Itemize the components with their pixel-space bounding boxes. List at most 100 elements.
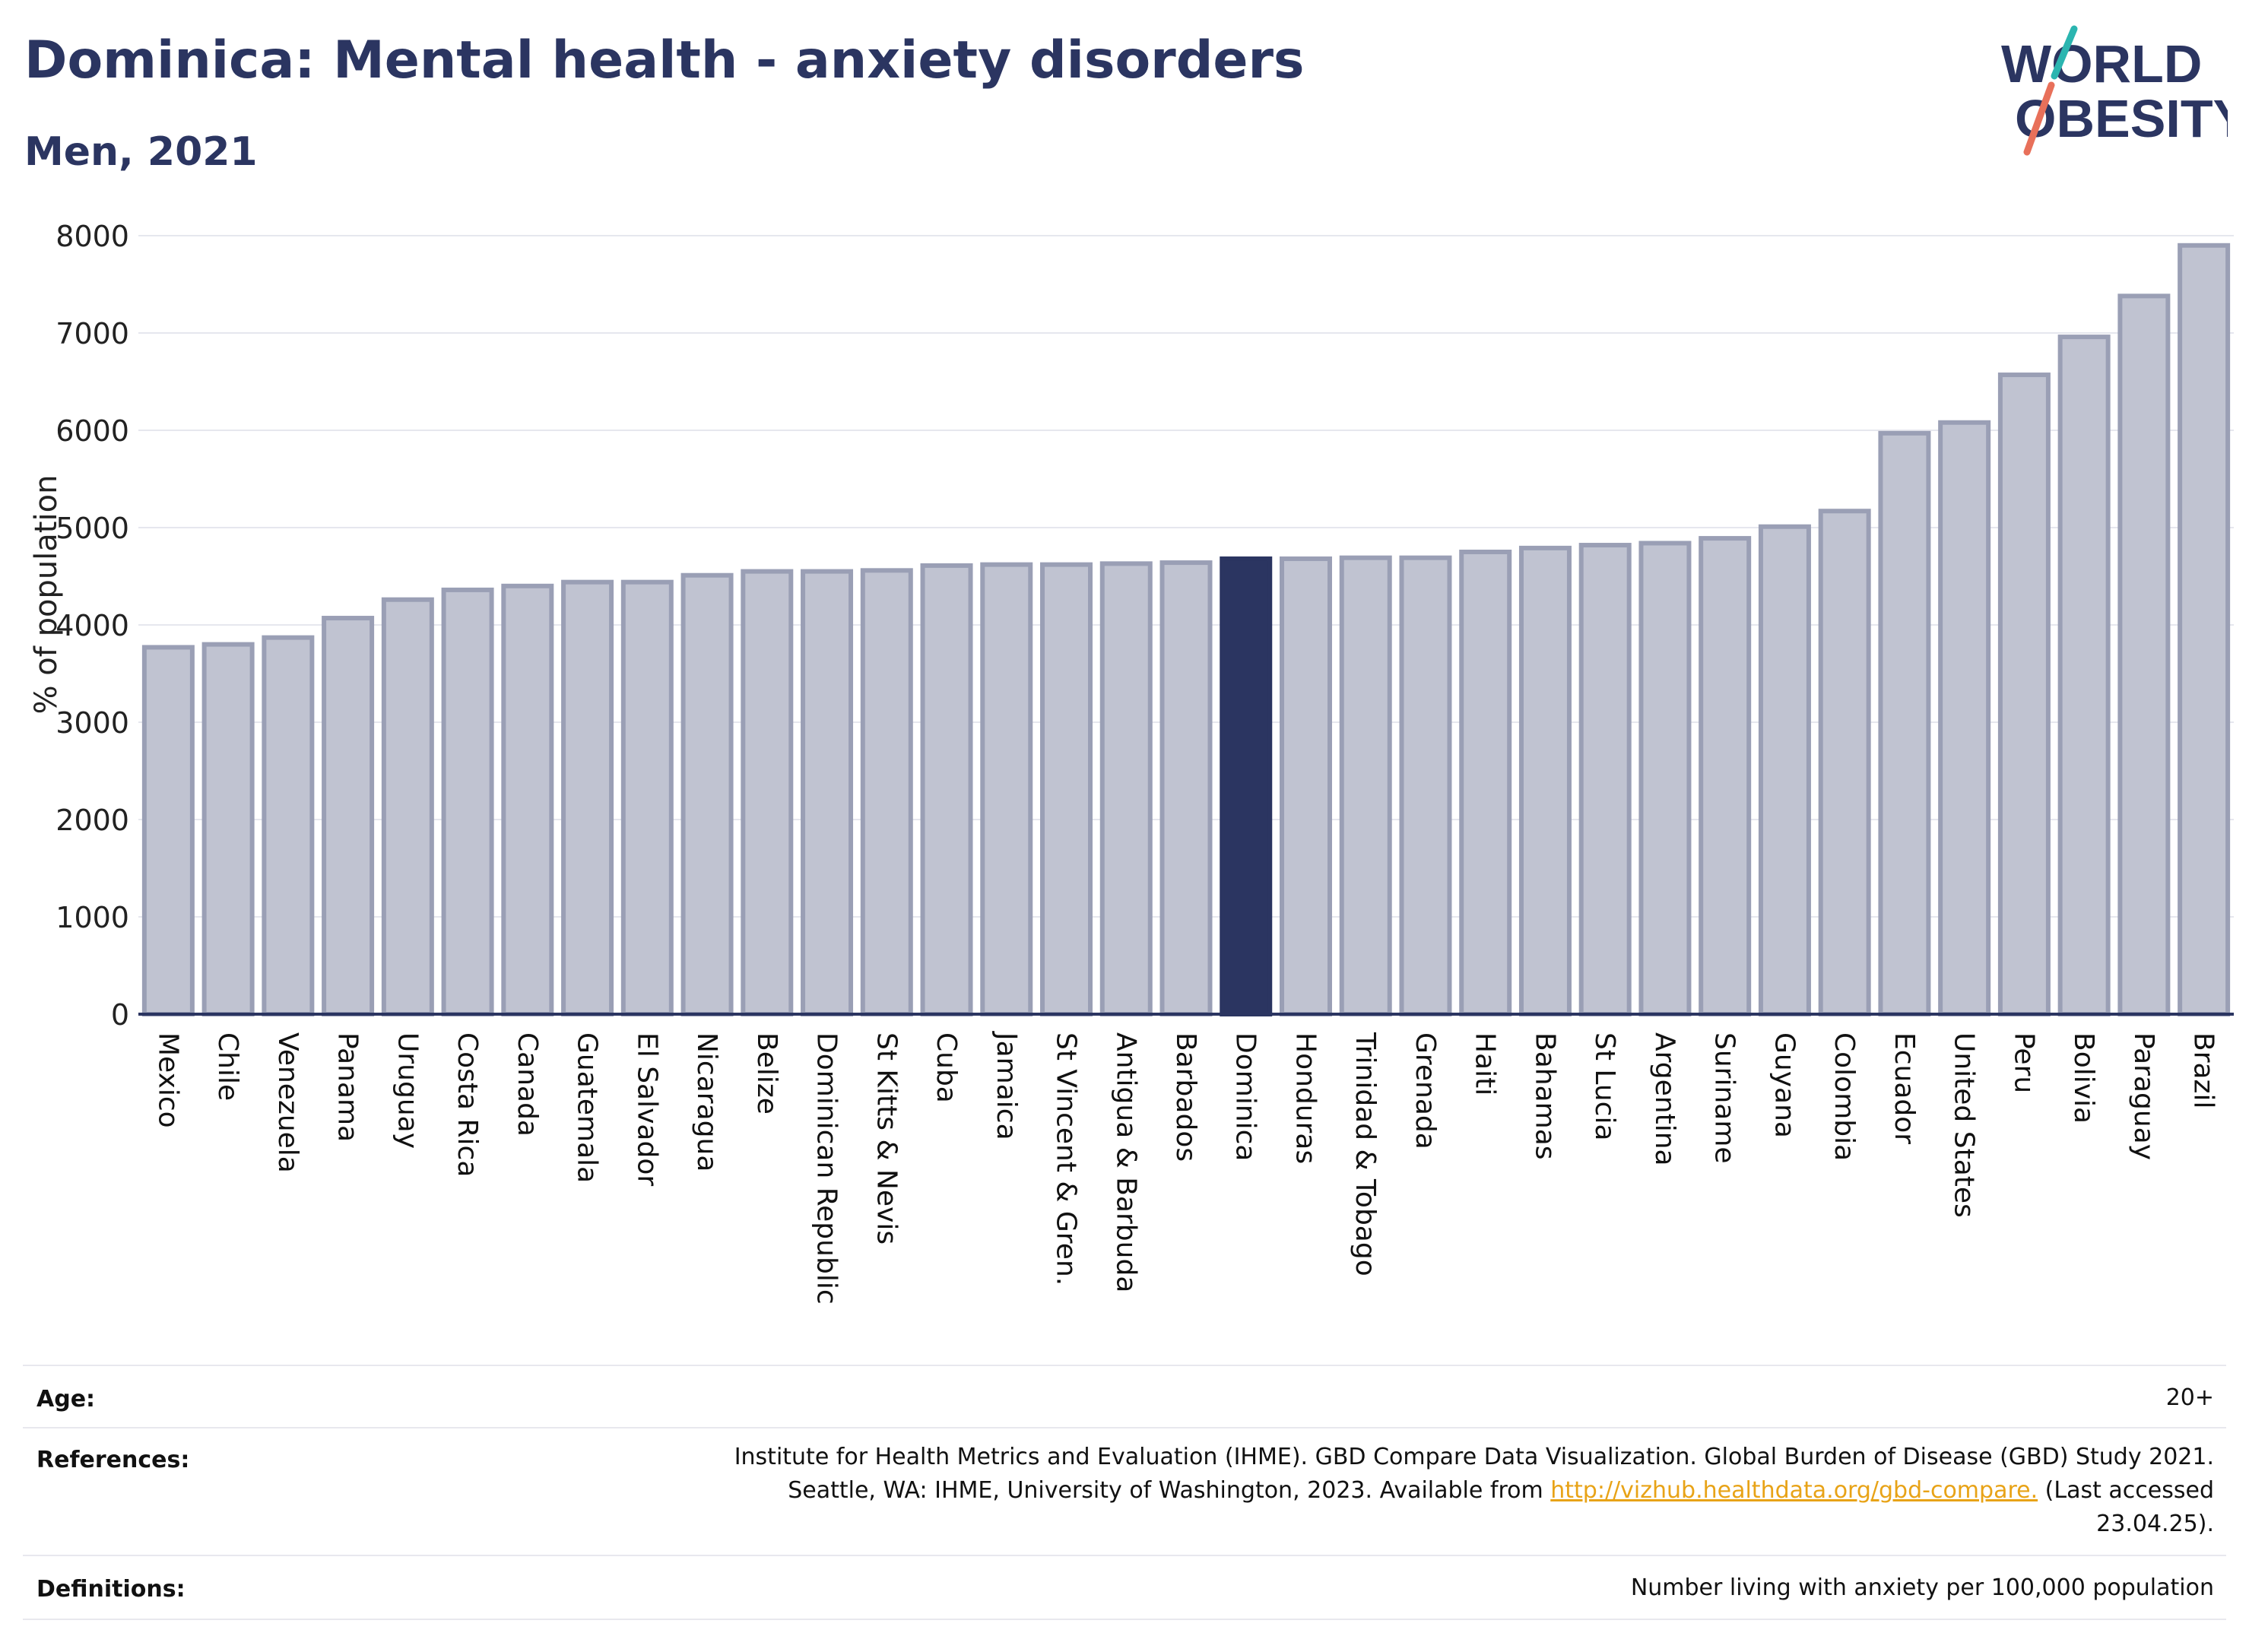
chart-title: Dominica: Mental health - anxiety disord…: [24, 30, 1305, 90]
x-tick-label: Colombia: [1829, 1032, 1860, 1161]
bar-haiti: [1459, 550, 1512, 1016]
references-value: Institute for Health Metrics and Evaluat…: [734, 1441, 2214, 1541]
x-tick-label: El Salvador: [631, 1032, 662, 1186]
x-tick-label: Dominican Republic: [811, 1032, 842, 1305]
bar-antigua-barbuda: [1099, 561, 1153, 1016]
references-link[interactable]: http://vizhub.healthdata.org/gbd-compare…: [1550, 1477, 2038, 1504]
x-tick-label: Venezuela: [272, 1032, 303, 1173]
bar-ecuador: [1878, 430, 1931, 1016]
references-line3: 23.04.25).: [2096, 1511, 2214, 1537]
bar-grenada: [1399, 555, 1452, 1016]
x-tick-label: St Lucia: [1589, 1032, 1620, 1141]
age-label: Age:: [36, 1386, 96, 1413]
x-tick-label: Suriname: [1709, 1032, 1740, 1164]
bar-canada: [501, 583, 554, 1016]
bar-guatemala: [561, 579, 614, 1016]
bar-united-states: [1938, 420, 1991, 1016]
x-tick-label: Panama: [332, 1032, 363, 1142]
y-tick-label: 8000: [56, 220, 129, 253]
x-tick-label: United States: [1949, 1032, 1980, 1218]
age-value: 20+: [2165, 1384, 2214, 1411]
y-tick-label: 6000: [56, 414, 129, 448]
x-tick-label: Barbados: [1170, 1032, 1201, 1162]
chart-subtitle: Men, 2021: [24, 129, 258, 175]
logo-slash-teal: [2051, 25, 2078, 80]
bar-st-kitts-nevis: [860, 568, 913, 1016]
bar-suriname: [1699, 536, 1752, 1016]
y-axis-label: % of population: [29, 475, 64, 715]
x-tick-label: Chile: [212, 1032, 243, 1101]
bar-guyana: [1758, 524, 1811, 1016]
y-tick-label: 7000: [56, 317, 129, 350]
bar-costa-rica: [441, 587, 494, 1016]
x-tick-label: Peru: [2008, 1032, 2039, 1093]
x-tick-label: Ecuador: [1889, 1032, 1920, 1144]
x-tick-label: Costa Rica: [452, 1032, 483, 1177]
bar-peru: [1997, 373, 2051, 1017]
bar-colombia: [1818, 509, 1871, 1016]
y-tick-label: 0: [111, 998, 129, 1032]
logo-line2: OBESITY: [2015, 89, 2228, 148]
x-tick-label: Honduras: [1289, 1032, 1321, 1164]
y-tick-label: 3000: [56, 706, 129, 740]
bar-barbados: [1159, 560, 1213, 1016]
info-row-references: References: Institute for Health Metrics…: [23, 1427, 2226, 1556]
bar-jamaica: [980, 562, 1033, 1016]
x-tick-label: Belize: [751, 1032, 782, 1115]
bar-el-salvador: [620, 579, 674, 1016]
bar-st-vincent-gren-: [1040, 562, 1093, 1016]
world-obesity-logo: WORLD OBESITY: [2001, 25, 2228, 156]
y-tick-label: 2000: [56, 804, 129, 837]
bar-chart: 0 1000 2000 3000 4000 5000 6000 7000 8000 % of po…: [29, 220, 2234, 1305]
x-tick-label: St Kitts & Nevis: [871, 1032, 902, 1245]
x-tick-label: Uruguay: [392, 1032, 423, 1149]
x-tick-label: Paraguay: [2128, 1032, 2159, 1160]
x-tick-label: Guatemala: [572, 1032, 603, 1183]
x-tick-label: Cuba: [931, 1032, 962, 1103]
definitions-label: Definitions:: [36, 1576, 186, 1603]
bar-dominican-republic: [801, 569, 854, 1016]
bar-argentina: [1638, 541, 1692, 1016]
bar-st-lucia: [1578, 543, 1632, 1016]
references-line2-post: (Last accessed: [2044, 1477, 2214, 1504]
bar-venezuela: [262, 635, 315, 1016]
definitions-value: Number living with anxiety per 100,000 p…: [1630, 1574, 2214, 1601]
y-tick-label: 5000: [56, 512, 129, 545]
x-tick-label: Bahamas: [1529, 1032, 1560, 1160]
bar-brazil: [2178, 243, 2231, 1016]
bar-paraguay: [2117, 293, 2171, 1016]
logo-slash-coral: [2023, 81, 2055, 156]
logo-line1: WORLD: [2001, 34, 2202, 94]
x-tick-label: Guyana: [1768, 1032, 1800, 1138]
references-line2: Seattle, WA: IHME, University of Washing…: [734, 1474, 2214, 1508]
bar-panama: [322, 616, 375, 1016]
bar-uruguay: [381, 597, 434, 1016]
x-tick-label: Bolivia: [2068, 1032, 2099, 1124]
bar-bolivia: [2057, 335, 2111, 1016]
bar-cuba: [920, 563, 973, 1016]
references-line2-pre: Seattle, WA: IHME, University of Washing…: [788, 1477, 1543, 1504]
info-row-age: Age: 20+: [23, 1365, 2226, 1428]
x-tick-label: Argentina: [1649, 1032, 1680, 1166]
info-row-definitions: Definitions: Number living with anxiety …: [23, 1555, 2226, 1620]
x-tick-label: Dominica: [1230, 1032, 1261, 1162]
references-line1: Institute for Health Metrics and Evaluat…: [734, 1444, 2214, 1470]
bar-belize: [741, 569, 794, 1016]
x-tick-label: Nicaragua: [691, 1032, 722, 1172]
bar-chile: [201, 642, 255, 1016]
x-tick-label: St Vincent & Gren.: [1051, 1032, 1082, 1286]
bar-mexico: [141, 645, 195, 1016]
x-tick-label: Jamaica: [991, 1031, 1022, 1140]
x-tick-label: Brazil: [2188, 1032, 2219, 1108]
x-tick-label: Grenada: [1410, 1032, 1441, 1149]
bar-trinidad-tobago: [1339, 555, 1392, 1016]
y-tick-label: 1000: [56, 901, 129, 934]
x-tick-label: Haiti: [1470, 1032, 1501, 1096]
bar-honduras: [1279, 556, 1332, 1016]
references-label: References:: [36, 1447, 190, 1473]
y-tick-label: 4000: [56, 609, 129, 642]
x-tick-label: Trinidad & Tobago: [1350, 1032, 1381, 1276]
bar-nicaragua: [680, 572, 734, 1016]
bar-bahamas: [1518, 545, 1572, 1016]
x-tick-label: Canada: [512, 1032, 543, 1137]
